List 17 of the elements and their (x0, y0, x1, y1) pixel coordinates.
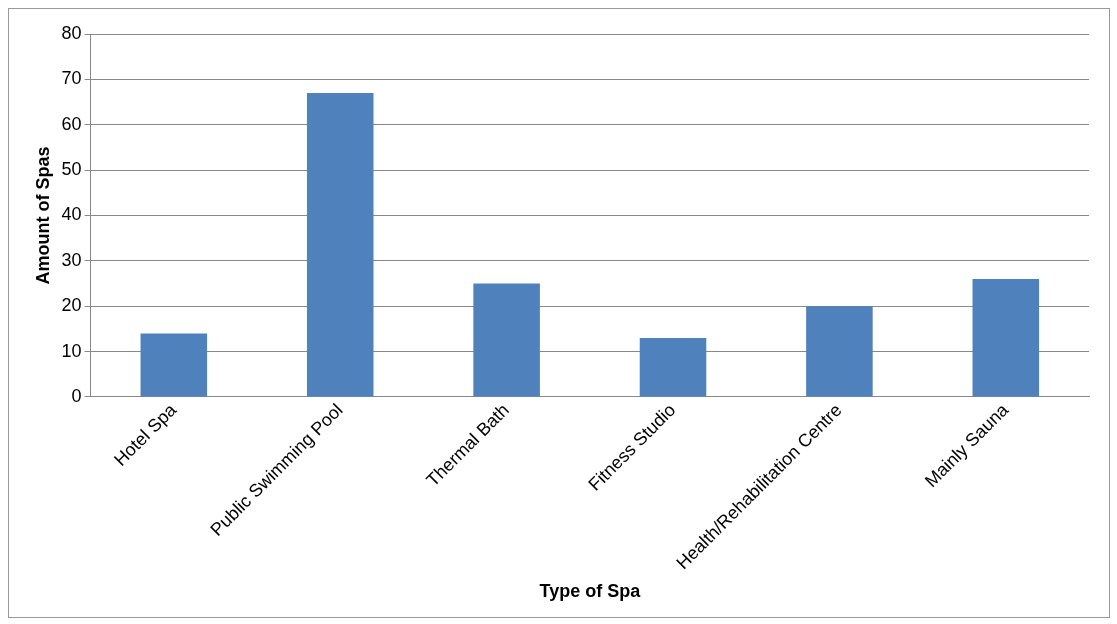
bar (806, 306, 873, 397)
y-tick-label: 70 (61, 68, 82, 89)
y-tick-label: 80 (61, 22, 82, 43)
bar (972, 278, 1040, 397)
y-tick-label: 30 (61, 249, 82, 270)
y-tick-label: 0 (71, 385, 82, 406)
y-tick-label: 20 (61, 295, 82, 316)
y-tick-label: 10 (61, 340, 82, 361)
y-tick-label: 50 (61, 159, 82, 180)
y-tick-label: 60 (61, 113, 82, 134)
y-axis-title: Amount of Spas (32, 146, 53, 285)
bar (140, 333, 208, 397)
bar (306, 92, 374, 397)
bar (639, 337, 707, 397)
x-axis-title: Type of Spa (539, 581, 642, 602)
y-tick-label: 40 (61, 204, 82, 225)
bar (473, 283, 540, 397)
